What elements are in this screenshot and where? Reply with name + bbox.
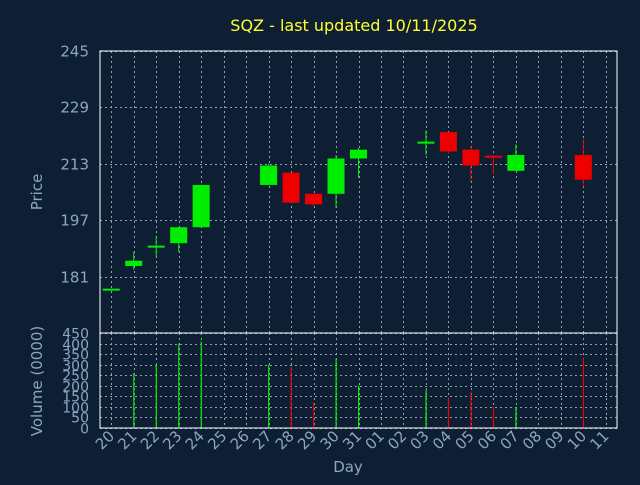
- price-tick-label: 245: [60, 43, 89, 61]
- candle: [574, 139, 592, 187]
- x-ticks: 2021222324252627282930310102030405060708…: [92, 427, 613, 453]
- candle-body: [439, 132, 457, 152]
- volume-bar: [492, 406, 495, 428]
- volume-bar: [425, 390, 427, 428]
- volume-bar: [335, 358, 337, 428]
- candle-body: [282, 172, 300, 203]
- volume-bar: [313, 402, 315, 428]
- candle-body: [260, 165, 278, 185]
- volume-bar: [268, 364, 270, 428]
- candle-body: [507, 154, 525, 171]
- volume-tick-label: 50: [71, 411, 89, 427]
- volume-tick-label: 150: [62, 390, 89, 406]
- volume-tick-label: 250: [62, 369, 89, 385]
- candle: [305, 193, 323, 207]
- candle-body: [462, 149, 480, 166]
- volume-axis-label: Volume (0000): [28, 326, 46, 436]
- price-tick-label: 229: [60, 99, 89, 117]
- candle-body: [350, 149, 367, 159]
- volume-panel-frame: [99, 332, 618, 429]
- candle: [125, 251, 143, 270]
- candle: [102, 288, 120, 291]
- candle-body: [147, 245, 165, 248]
- candle: [507, 144, 525, 171]
- volume-tick-label: 0: [80, 422, 89, 438]
- x-axis-label: Day: [333, 458, 363, 476]
- candle-body: [125, 260, 143, 267]
- volume-bar: [470, 392, 472, 428]
- volume-bar: [155, 364, 157, 428]
- volume-bar: [515, 406, 517, 428]
- volume-grid: [100, 333, 617, 429]
- candle: [439, 132, 457, 154]
- price-tick-label: 181: [60, 269, 89, 287]
- x-tick-label: 11: [586, 427, 612, 453]
- chart-title: SQZ - last updated 10/11/2025: [230, 16, 477, 35]
- candle-body: [417, 141, 435, 144]
- candle: [417, 130, 435, 155]
- price-panel-frame: [99, 50, 618, 334]
- volume-tick-label: 300: [62, 359, 89, 375]
- volume-bar: [178, 343, 180, 428]
- volume-bar: [358, 385, 360, 428]
- volume-tick-label: 200: [62, 380, 89, 396]
- candle: [170, 227, 188, 252]
- candle: [260, 163, 278, 185]
- volume-bar: [200, 341, 202, 428]
- volume-bar: [290, 366, 292, 428]
- candle: [327, 154, 345, 208]
- volume-tick-label: 400: [62, 338, 89, 354]
- candle-body: [305, 193, 323, 205]
- candle: [462, 146, 480, 182]
- price-tick-label: 197: [60, 212, 89, 230]
- volume-tick-label: 450: [62, 327, 89, 343]
- volume-tick-label: 100: [62, 401, 89, 417]
- price-axis-label: Price: [28, 174, 46, 211]
- candle-body: [484, 155, 502, 158]
- volume-bars: [133, 341, 584, 428]
- candle-body: [170, 227, 188, 244]
- candle: [282, 172, 300, 203]
- candles: [102, 130, 592, 291]
- candle-body: [574, 154, 592, 180]
- candle: [484, 154, 502, 175]
- volume-tick-label: 350: [62, 348, 89, 364]
- candle: [147, 236, 165, 258]
- volume-bar: [447, 398, 450, 428]
- candle-body: [327, 158, 345, 194]
- candle: [192, 184, 210, 228]
- candle-body: [102, 288, 120, 291]
- price-tick-label: 213: [60, 156, 89, 174]
- volume-bar: [582, 358, 584, 428]
- volume-bar: [133, 373, 135, 428]
- candle: [350, 147, 367, 178]
- price-grid: [100, 51, 617, 333]
- candle-body: [192, 184, 210, 228]
- price-y-ticks: 181 197 213 229 245: [60, 43, 89, 287]
